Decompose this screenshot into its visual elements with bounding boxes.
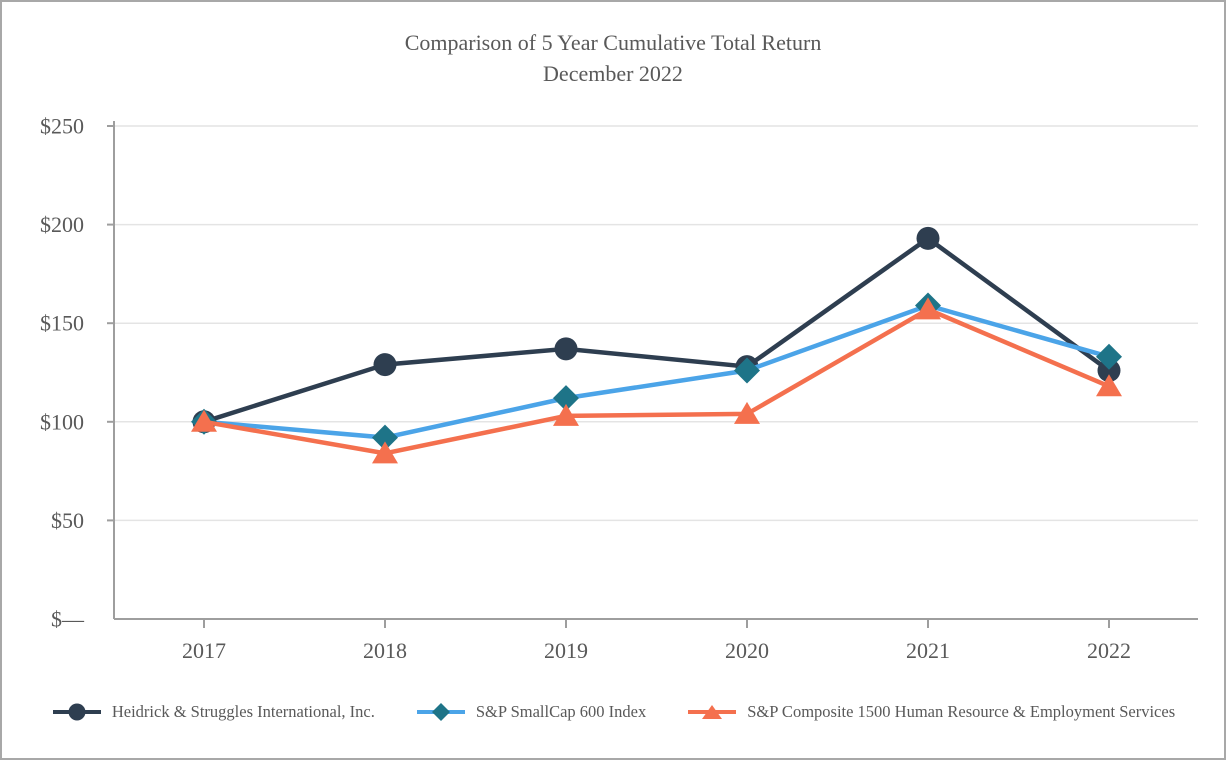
data-point-marker [372,424,398,451]
legend-label: S&P SmallCap 600 Index [475,702,647,721]
legend-label: Heidrick & Struggles International, Inc. [111,702,375,721]
data-point-marker [1097,359,1121,383]
data-point-marker [734,357,760,384]
y-tick-label: $100 [40,409,84,434]
series-line [203,303,1110,440]
legend-item-heidrick: Heidrick & Struggles International, Inc. [51,702,375,722]
y-tick-label: $250 [40,114,84,139]
chart-subtitle: December 2022 [543,61,683,86]
data-point-marker [191,409,217,432]
x-tick-label: 2017 [182,638,226,663]
y-tick-label: $— [51,607,85,632]
chart-legend: Heidrick & Struggles International, Inc.… [2,702,1224,722]
x-tick-label: 2022 [1087,638,1131,663]
x-tick-label: 2021 [906,638,950,663]
diamond-marker-icon [416,703,465,721]
circle-marker-icon [52,703,101,721]
data-point-marker [915,297,941,320]
legend-label: S&P Composite 1500 Human Resource & Empl… [747,702,1176,721]
data-point-marker [1096,343,1122,370]
series-line [203,306,1110,456]
y-tick-label: $150 [40,311,84,336]
data-point-marker [553,385,579,412]
x-tick-label: 2018 [363,638,407,663]
data-point-marker [554,337,578,361]
data-point-marker [373,353,397,377]
y-tick-label: $200 [40,212,84,237]
series-line [203,235,1111,424]
y-tick-label: $50 [51,508,84,533]
data-point-marker [372,441,398,464]
legend-item-smallcap: S&P SmallCap 600 Index [415,702,646,722]
data-point-marker [1096,374,1122,397]
x-tick-label: 2019 [544,638,588,663]
x-tick-label: 2020 [725,638,769,663]
data-point-marker [734,401,760,424]
data-point-marker [553,403,579,426]
legend-item-composite: S&P Composite 1500 Human Resource & Empl… [686,702,1175,722]
triangle-marker-icon [688,705,737,719]
chart-title: Comparison of 5 Year Cumulative Total Re… [404,30,822,55]
data-point-marker [916,226,940,250]
